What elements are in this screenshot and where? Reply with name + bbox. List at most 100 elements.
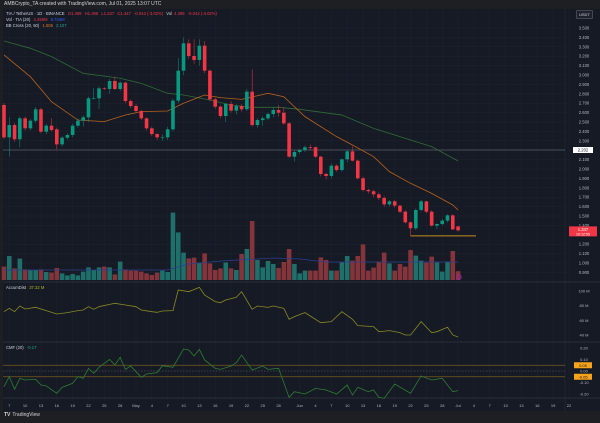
candle — [266, 112, 270, 121]
price-axis-label: 3.400 — [579, 35, 590, 40]
candle-body — [276, 109, 281, 113]
candle — [97, 86, 101, 109]
candle-body — [81, 117, 85, 121]
candle-body — [355, 160, 360, 179]
time-axis-label: 16 — [535, 403, 540, 408]
candle-body — [128, 101, 133, 107]
volume-bar — [439, 271, 445, 280]
volume-bar — [65, 275, 70, 280]
change-value: -0.042 (-3.02%) — [134, 11, 164, 16]
volume-bar — [292, 264, 297, 280]
price-axis-label: 3.100 — [579, 63, 590, 68]
candle-body — [107, 81, 112, 90]
event-icon — [456, 274, 462, 280]
time-axis-label: 4 — [314, 403, 317, 408]
bb-cross-label[interactable]: BB Cross (20, 50) — [6, 23, 40, 28]
legend-cmf: CMF (20) -0.17 — [6, 345, 38, 350]
candle — [371, 189, 376, 198]
volume-bar — [170, 212, 176, 280]
volume-bar — [318, 257, 324, 280]
candle-body — [171, 100, 175, 130]
candle-body — [18, 118, 22, 140]
candle — [12, 122, 17, 142]
candle-body — [176, 70, 181, 101]
volume-bar — [80, 271, 86, 280]
candle — [408, 221, 413, 236]
volume-bar — [402, 266, 408, 280]
time-axis-label: 22 — [567, 403, 572, 408]
time-axis-label: 19 — [229, 403, 234, 408]
cmf-band-label-bg — [574, 362, 592, 369]
time-axis-label: 7 — [489, 403, 492, 408]
low-value: L1.337 — [101, 11, 115, 16]
time-axis-label: 25 — [260, 403, 265, 408]
tv-logo-icon: TV — [4, 412, 11, 418]
time-axis-label: 19 — [70, 403, 75, 408]
volume-bar — [138, 271, 144, 280]
candle — [282, 106, 286, 125]
time-axis-label: 25 — [102, 403, 107, 408]
candle-body — [165, 129, 170, 138]
volume-bar — [313, 270, 318, 280]
volume-bar — [197, 262, 202, 280]
candle-body — [445, 215, 450, 221]
currency-button[interactable]: USDT — [576, 10, 593, 19]
candle — [260, 116, 265, 126]
vol-ma-value-2: 6.744M — [50, 17, 65, 22]
accumdist-label[interactable]: AccumDist — [6, 285, 27, 290]
cmf-label[interactable]: CMF (20) — [6, 345, 24, 350]
legend-volume-row: Vol · TIA (20) 4.396M 6.744M — [6, 17, 67, 22]
bb-value-2: 2.107 — [56, 23, 67, 28]
candle — [28, 119, 33, 131]
time-axis-label: 16 — [55, 403, 60, 408]
candle-body — [181, 43, 186, 71]
volume-bar — [144, 273, 149, 280]
price-axis-label: 3.300 — [579, 44, 590, 49]
candle-body — [371, 191, 376, 195]
candle — [208, 69, 212, 102]
candle-body — [282, 112, 286, 124]
volume-bar — [307, 270, 313, 280]
candle-body — [23, 118, 27, 129]
candle-body — [382, 197, 386, 205]
price-axis-label: 2.500 — [579, 120, 590, 125]
candle-body — [150, 128, 154, 135]
candle — [144, 117, 149, 131]
candle-body — [239, 106, 244, 110]
time-axis-label: 22 — [245, 403, 250, 408]
candle-body — [266, 114, 270, 119]
volume-bar — [276, 268, 281, 280]
candle — [70, 123, 75, 138]
ma50-line — [3, 40, 459, 162]
symbol-name[interactable]: TIA / TetherUS · 1D · BINANCE — [6, 11, 65, 16]
candle-body — [60, 137, 64, 145]
vol-ma-label[interactable]: Vol · TIA (20) — [6, 17, 31, 22]
candle-body — [118, 82, 122, 90]
volume-bar — [339, 262, 345, 280]
volume-bar — [165, 272, 170, 280]
candle-body — [202, 45, 207, 71]
candle — [176, 58, 181, 104]
candle — [398, 204, 402, 214]
accumdist-axis-label: 40 M — [580, 332, 589, 337]
candle — [229, 101, 233, 113]
candle-body — [260, 118, 265, 121]
candle — [155, 133, 159, 140]
volume-bar — [91, 270, 97, 280]
volume-bar — [54, 268, 60, 280]
candle — [387, 200, 392, 207]
candle — [7, 117, 12, 157]
candle — [319, 155, 323, 177]
candle-body — [123, 82, 128, 102]
accumdist-axis-label: 80 M — [580, 303, 589, 308]
candle-body — [392, 201, 397, 206]
cmf-axis-label: 0.10 — [580, 357, 589, 362]
ma20-line — [3, 54, 459, 211]
candle-body — [319, 156, 323, 174]
volume-bar — [133, 270, 139, 280]
candle-body — [91, 98, 96, 99]
candle-body — [218, 106, 223, 116]
candle-body — [250, 91, 254, 126]
candle — [23, 116, 27, 131]
